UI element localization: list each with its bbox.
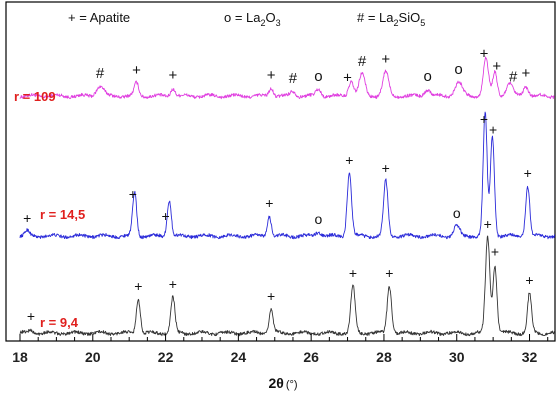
phase-marker: +: [382, 160, 390, 176]
phase-marker: +: [23, 210, 31, 226]
phase-marker: +: [132, 62, 141, 79]
phase-marker: +: [385, 265, 393, 281]
phase-marker: #: [96, 65, 105, 82]
phase-marker: +: [267, 67, 276, 84]
x-axis: 18 20 22 24 26 28 30 32: [12, 334, 549, 365]
phase-marker: +: [161, 208, 169, 224]
phase-marker: #: [509, 69, 518, 86]
legend: + = Apatite o = La2O3 # = La2SiO5: [68, 10, 425, 28]
legend-entry: # = La2SiO5: [357, 10, 425, 28]
x-tick-label: 28: [376, 349, 392, 365]
phase-marker: #: [289, 70, 298, 87]
traces: [19, 56, 556, 337]
series-label: r = 9,4: [40, 315, 79, 330]
x-tick-label: 18: [12, 349, 28, 365]
plot-frame: [5, 1, 556, 342]
x-tick-label: 22: [158, 349, 174, 365]
phase-marker: o: [454, 61, 462, 78]
x-tick-label: 32: [522, 349, 538, 365]
phase-marker: +: [480, 111, 488, 127]
phase-marker: +: [134, 278, 142, 294]
diffractogram-line: [19, 235, 555, 337]
phase-marker: o: [314, 68, 322, 85]
series-label: r = 14,5: [40, 207, 85, 222]
phase-marker: o: [315, 211, 323, 227]
x-tick-label: 26: [303, 349, 319, 365]
diffractogram-line: [19, 111, 556, 240]
x-tick-label: 24: [231, 349, 247, 365]
phase-marker: +: [169, 276, 177, 292]
phase-marker: +: [265, 195, 273, 211]
legend-entry: o = La2O3: [224, 10, 281, 28]
legend-entry: + = Apatite: [68, 10, 130, 25]
phase-marker: o: [423, 68, 431, 85]
x-tick-label: 30: [449, 349, 465, 365]
phase-marker: #: [358, 53, 367, 70]
phase-marker: +: [491, 244, 499, 260]
x-axis-title: 2θ (°): [268, 375, 297, 391]
phase-marker: +: [27, 308, 35, 324]
phase-marker: +: [343, 70, 352, 87]
phase-marker: +: [492, 58, 501, 75]
phase-marker: o: [453, 205, 461, 221]
phase-markers: # + + + # o +# +o o++# +++++o+ +o+++++ +++ ++++: [23, 46, 533, 324]
phase-marker: +: [267, 288, 275, 304]
series-labels: r = 109 r = 14,5 r = 9,4: [14, 89, 85, 330]
phase-marker: +: [345, 152, 353, 168]
phase-marker: +: [480, 46, 489, 63]
phase-marker: +: [489, 121, 497, 137]
phase-marker: +: [522, 65, 531, 82]
phase-marker: +: [168, 67, 177, 84]
series-label: r = 109: [14, 89, 56, 104]
phase-marker: +: [484, 216, 492, 232]
diffractogram-line: [19, 56, 555, 100]
x-tick-label: 20: [85, 349, 101, 365]
phase-marker: +: [524, 165, 532, 181]
phase-marker: +: [129, 186, 137, 202]
phase-marker: +: [381, 51, 390, 68]
phase-marker: +: [349, 265, 357, 281]
phase-marker: +: [525, 272, 533, 288]
